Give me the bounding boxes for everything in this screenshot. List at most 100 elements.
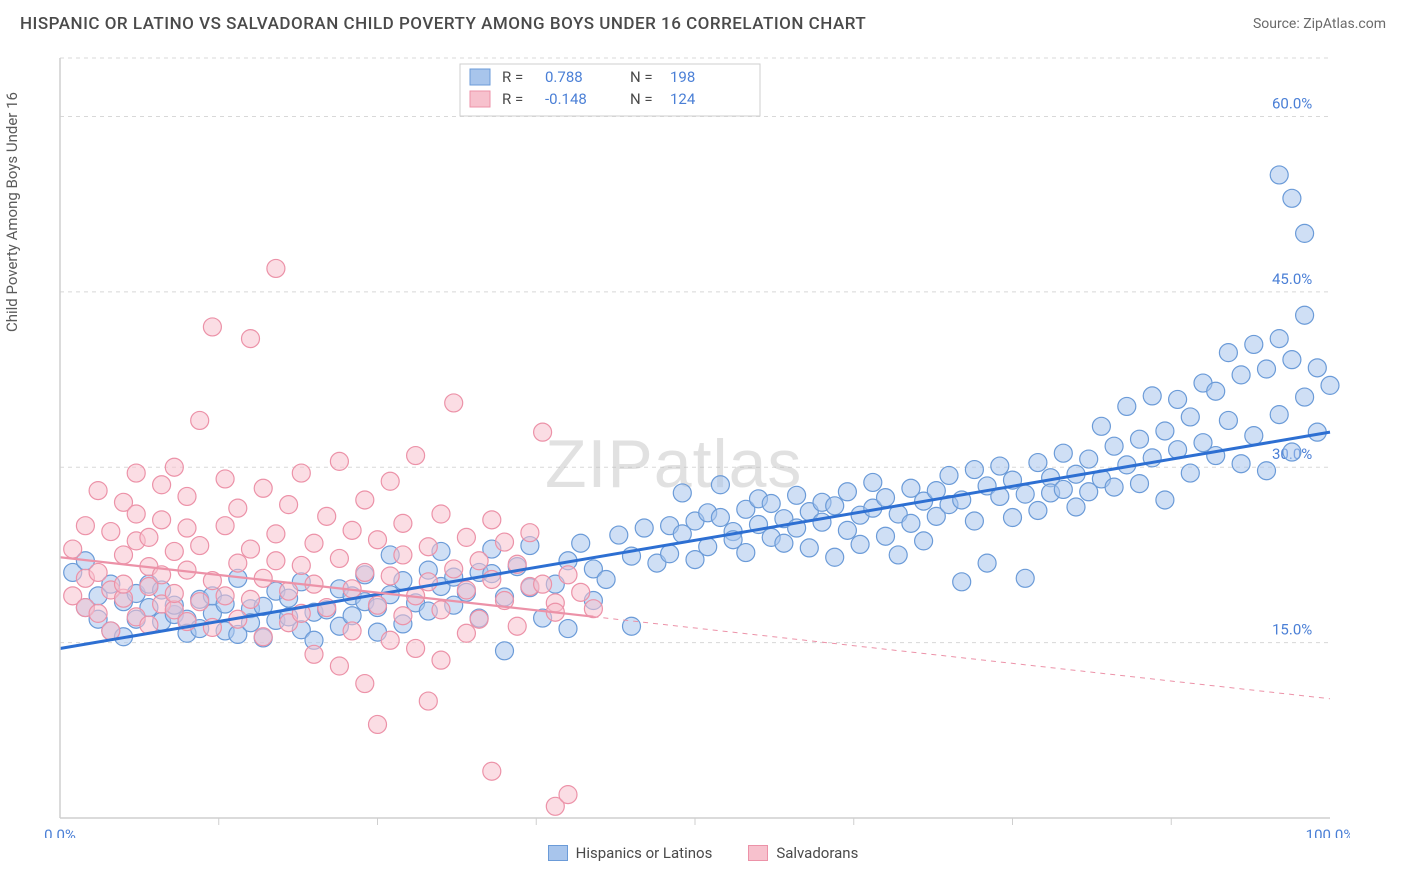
data-point (242, 590, 260, 608)
data-point (419, 692, 437, 710)
data-point (457, 528, 475, 546)
legend-bottom: Hispanics or Latinos Salvadorans (0, 844, 1406, 862)
data-point (737, 544, 755, 562)
data-point (445, 560, 463, 578)
data-point (76, 517, 94, 535)
legend-n-label: N = (630, 68, 653, 86)
data-point (1054, 480, 1072, 498)
data-point (1181, 464, 1199, 482)
legend-n-label: N = (630, 90, 653, 108)
data-point (915, 532, 933, 550)
y-axis-label: Child Poverty Among Boys Under 16 (3, 92, 21, 332)
data-point (1283, 351, 1301, 369)
data-point (483, 762, 501, 780)
legend-swatch (470, 69, 490, 85)
data-point (597, 570, 615, 588)
data-point (1270, 166, 1288, 184)
data-point (203, 318, 221, 336)
data-point (1118, 397, 1136, 415)
data-point (115, 575, 133, 593)
data-point (292, 464, 310, 482)
data-point (1270, 406, 1288, 424)
data-point (1016, 485, 1034, 503)
data-point (534, 423, 552, 441)
data-point (432, 601, 450, 619)
data-point (889, 546, 907, 564)
data-point (1245, 427, 1263, 445)
data-point (89, 482, 107, 500)
legend-r-label: R = (502, 68, 523, 86)
data-point (470, 610, 488, 628)
data-point (115, 546, 133, 564)
data-point (1296, 224, 1314, 242)
data-point (242, 330, 260, 348)
data-point (153, 476, 171, 494)
data-point (991, 457, 1009, 475)
data-point (89, 563, 107, 581)
data-point (1105, 437, 1123, 455)
legend-r-value: -0.148 (545, 90, 587, 108)
data-point (1029, 501, 1047, 519)
data-point (280, 496, 298, 514)
data-point (521, 524, 539, 542)
source-attribution: Source: ZipAtlas.com (1253, 16, 1386, 32)
data-point (229, 554, 247, 572)
data-point (800, 539, 818, 557)
data-point (762, 494, 780, 512)
data-point (851, 535, 869, 553)
source-link[interactable]: ZipAtlas.com (1303, 16, 1386, 32)
data-point (1029, 454, 1047, 472)
data-point (559, 566, 577, 584)
data-point (267, 552, 285, 570)
data-point (229, 499, 247, 517)
data-point (381, 567, 399, 585)
data-point (1258, 462, 1276, 480)
legend-item: Salvadorans (748, 844, 858, 862)
data-point (178, 487, 196, 505)
x-tick-label: 100.0% (1306, 826, 1350, 838)
legend-r-label: R = (502, 90, 523, 108)
data-point (877, 527, 895, 545)
data-point (1321, 376, 1339, 394)
data-point (813, 513, 831, 531)
data-point (407, 639, 425, 657)
data-point (216, 470, 234, 488)
data-point (191, 537, 209, 555)
data-point (330, 657, 348, 675)
legend-label: Hispanics or Latinos (576, 844, 713, 862)
data-point (381, 631, 399, 649)
data-point (64, 540, 82, 558)
data-point (127, 505, 145, 523)
data-point (661, 545, 679, 563)
data-point (165, 542, 183, 560)
data-point (838, 483, 856, 501)
data-point (343, 622, 361, 640)
data-point (407, 447, 425, 465)
data-point (902, 514, 920, 532)
data-point (89, 604, 107, 622)
data-point (318, 507, 336, 525)
data-point (496, 642, 514, 660)
data-point (877, 489, 895, 507)
data-point (394, 546, 412, 564)
data-point (1131, 475, 1149, 493)
data-point (838, 521, 856, 539)
data-point (165, 585, 183, 603)
data-point (1219, 411, 1237, 429)
data-point (457, 581, 475, 599)
y-tick-label: 60.0% (1272, 94, 1312, 112)
data-point (1219, 344, 1237, 362)
data-point (1245, 335, 1263, 353)
data-point (356, 675, 374, 693)
data-point (254, 479, 272, 497)
data-point (953, 573, 971, 591)
data-point (1232, 455, 1250, 473)
data-point (191, 593, 209, 611)
data-point (572, 534, 590, 552)
data-point (1169, 390, 1187, 408)
chart-title: HISPANIC OR LATINO VS SALVADORAN CHILD P… (20, 14, 866, 34)
data-point (140, 528, 158, 546)
legend-swatch (748, 845, 768, 861)
data-point (419, 538, 437, 556)
data-point (267, 525, 285, 543)
